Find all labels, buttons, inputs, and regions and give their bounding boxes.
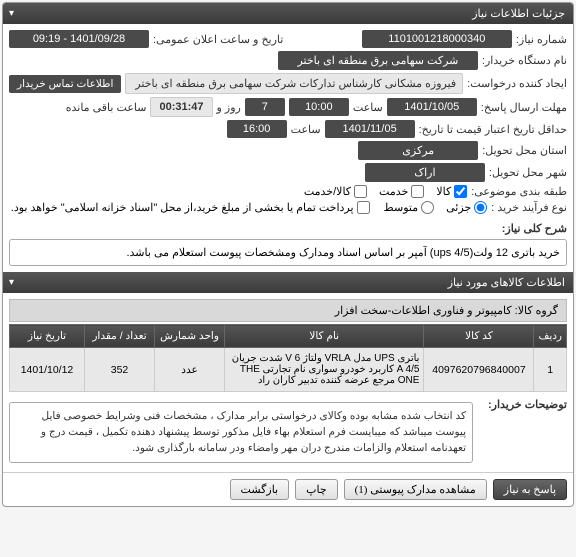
need-number-value: 1101001218000340 xyxy=(362,30,512,48)
cell-name: باتری UPS مدل VRLA ولتاژ V 6 شدت جریان A… xyxy=(225,348,424,392)
items-collapse-icon[interactable]: ▾ xyxy=(9,277,14,288)
purchase-option-1[interactable]: متوسط xyxy=(384,201,435,214)
validity-label: حداقل تاریخ اعتبار قیمت تا تاریخ: xyxy=(419,123,567,136)
category-option-2[interactable]: کالا/خدمت xyxy=(304,185,367,198)
category-option-1[interactable]: خدمت xyxy=(379,185,424,198)
treasury-checkbox[interactable] xyxy=(357,201,370,214)
province-label: استان محل تحویل: xyxy=(482,144,567,157)
treasury-note-check[interactable]: پرداخت تمام یا بخشی از مبلغ خرید،از محل … xyxy=(11,201,370,214)
days-label: روز و xyxy=(217,101,241,114)
notes-box: کد انتخاب شده مشابه بوده وکالای درخواستی… xyxy=(9,402,473,463)
col-qty: تعداد / مقدار xyxy=(85,325,155,348)
buyer-value: شرکت سهامی برق منطقه ای باختر xyxy=(278,51,478,70)
timer: 00:31:47 xyxy=(150,97,212,117)
need-number-label: شماره نیاز: xyxy=(516,33,567,46)
category-check-1[interactable] xyxy=(411,185,424,198)
col-code: کد کالا xyxy=(424,325,534,348)
category-opt-label-2: کالا/خدمت xyxy=(304,185,351,198)
col-row: ردیف xyxy=(534,325,567,348)
deadline-label: مهلت ارسال پاسخ: xyxy=(481,101,567,114)
cell-date: 1401/10/12 xyxy=(10,348,85,392)
validity-time-label: ساعت xyxy=(291,123,321,136)
city-label: شهر محل تحویل: xyxy=(489,166,567,179)
col-unit: واحد شمارش xyxy=(155,325,225,348)
deadline-date: 1401/10/05 xyxy=(387,98,477,116)
purchase-opt-label-1: متوسط xyxy=(384,201,419,214)
province-value: مرکزی xyxy=(358,141,478,160)
collapse-icon[interactable]: ▾ xyxy=(9,8,14,19)
category-opt-label-1: خدمت xyxy=(379,185,408,198)
col-name: نام کالا xyxy=(225,325,424,348)
purchase-option-0[interactable]: جزئی xyxy=(446,201,487,214)
back-button[interactable]: بازگشت xyxy=(230,479,290,500)
items-header-text: اطلاعات کالاهای مورد نیاز xyxy=(448,277,565,289)
purchase-opt-label-0: جزئی xyxy=(446,201,471,214)
details-panel: جزئیات اطلاعات نیاز ▾ شماره نیاز: 110100… xyxy=(2,2,574,507)
buyer-label: نام دستگاه خریدار: xyxy=(482,54,567,67)
requester-label: ایجاد کننده درخواست: xyxy=(467,77,567,90)
print-button[interactable]: چاپ xyxy=(295,479,338,500)
cell-code: 4097620796840007 xyxy=(424,348,534,392)
announce-value: 1401/09/28 - 09:19 xyxy=(9,30,149,48)
purchase-radio-0[interactable] xyxy=(474,201,487,214)
summary-label: شرح کلی نیاز: xyxy=(502,223,567,235)
view-docs-button[interactable]: مشاهده مدارک پیوستی (1) xyxy=(344,479,487,500)
validity-date: 1401/11/05 xyxy=(325,120,415,138)
purchase-type-options: جزئی متوسط xyxy=(384,201,488,214)
category-option-0[interactable]: کالا xyxy=(436,185,467,198)
deadline-time-label: ساعت xyxy=(353,101,383,114)
items-header: اطلاعات کالاهای مورد نیاز ▾ xyxy=(3,272,573,293)
purchase-radio-1[interactable] xyxy=(421,201,434,214)
deadline-days: 7 xyxy=(245,98,285,116)
contact-button[interactable]: اطلاعات تماس خریدار xyxy=(9,75,121,93)
table-row: 1 4097620796840007 باتری UPS مدل VRLA ول… xyxy=(10,348,567,392)
cell-row: 1 xyxy=(534,348,567,392)
remaining-label: ساعت باقی مانده xyxy=(66,101,147,114)
summary-box: خرید باتری 12 ولت(ups 4/5) آمپر بر اساس … xyxy=(9,239,567,266)
group-value: کامپیوتر و فناوری اطلاعات-سخت افزار xyxy=(335,305,512,317)
validity-time: 16:00 xyxy=(227,120,287,138)
items-table: ردیف کد کالا نام کالا واحد شمارش تعداد /… xyxy=(9,324,567,392)
city-value: اراک xyxy=(365,163,485,182)
cell-unit: عدد xyxy=(155,348,225,392)
purchase-type-label: نوع فرآیند خرید : xyxy=(491,201,567,214)
answer-button[interactable]: پاسخ به نیاز xyxy=(493,479,567,500)
group-row: گروه کالا: کامپیوتر و فناوری اطلاعات-سخت… xyxy=(9,299,567,322)
cell-qty: 352 xyxy=(85,348,155,392)
treasury-note-text: پرداخت تمام یا بخشی از مبلغ خرید،از محل … xyxy=(11,201,354,214)
category-label: طبقه بندی موضوعی: xyxy=(471,185,567,198)
announce-label: تاریخ و ساعت اعلان عمومی: xyxy=(153,33,283,46)
category-check-0[interactable] xyxy=(454,185,467,198)
panel-title: جزئیات اطلاعات نیاز xyxy=(472,8,565,20)
category-opt-label-0: کالا xyxy=(436,185,451,198)
table-header-row: ردیف کد کالا نام کالا واحد شمارش تعداد /… xyxy=(10,325,567,348)
requester-value: فیروزه مشکانی کارشناس تدارکات شرکت سهامی… xyxy=(125,73,463,94)
panel-body: شماره نیاز: 1101001218000340 تاریخ و ساع… xyxy=(3,24,573,472)
category-options: کالا خدمت کالا/خدمت xyxy=(304,185,467,198)
panel-header: جزئیات اطلاعات نیاز ▾ xyxy=(3,3,573,24)
group-label: گروه کالا: xyxy=(515,305,558,317)
col-date: تاریخ نیاز xyxy=(10,325,85,348)
notes-label: توضیحات خریدار: xyxy=(477,398,567,411)
footer-buttons: پاسخ به نیاز مشاهده مدارک پیوستی (1) چاپ… xyxy=(3,472,573,506)
category-check-2[interactable] xyxy=(354,185,367,198)
deadline-time: 10:00 xyxy=(289,98,349,116)
